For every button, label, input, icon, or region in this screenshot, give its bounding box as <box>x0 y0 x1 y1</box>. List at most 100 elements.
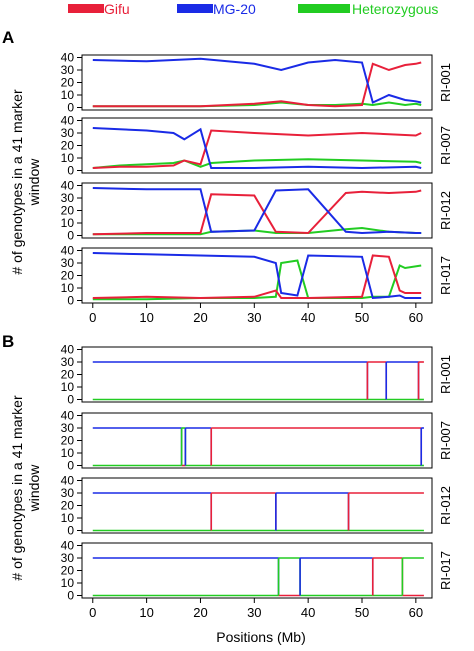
x-tick-label: 60 <box>409 310 423 325</box>
y-tick-label: 30 <box>61 126 75 140</box>
line-label: RI-017 <box>438 256 453 295</box>
y-tick-label: 0 <box>67 294 74 308</box>
series-line-gifu <box>92 254 422 300</box>
y-tick-label: 0 <box>67 101 74 115</box>
y-tick-label: 10 <box>61 576 75 590</box>
y-tick-label: 20 <box>61 499 75 513</box>
y-tick-label: 20 <box>61 564 75 578</box>
y-tick-label: 10 <box>61 446 75 460</box>
line-label: RI-017 <box>438 551 453 590</box>
y-tick-label: 20 <box>61 269 75 283</box>
x-tick-label: 60 <box>409 605 423 620</box>
series-line-mg-20 <box>92 127 422 170</box>
legend-swatch-heterozygous <box>298 4 350 13</box>
y-tick-label: 10 <box>61 151 75 165</box>
y-tick-label: 20 <box>61 204 75 218</box>
x-tick-label: 10 <box>139 310 153 325</box>
y-tick-label: 30 <box>61 421 75 435</box>
x-tick-label: 40 <box>301 605 315 620</box>
y-tick-label: 10 <box>61 380 75 394</box>
x-tick-label: 30 <box>247 310 261 325</box>
legend-label-gifu: Gifu <box>104 1 130 17</box>
y-tick-label: 40 <box>61 409 75 423</box>
y-tick-label: 40 <box>61 343 75 357</box>
y-tick-label: 0 <box>67 459 74 473</box>
line-label: RI-007 <box>438 421 453 460</box>
y-tick-label: 10 <box>61 281 75 295</box>
y-tick-label: 0 <box>67 524 74 538</box>
y-tick-label: 20 <box>61 76 75 90</box>
plot-frame <box>81 54 433 111</box>
y-tick-label: 0 <box>67 589 74 603</box>
x-tick-label: 20 <box>193 310 207 325</box>
line-label: RI-007 <box>438 126 453 165</box>
y-axis-label-a: # of genotypes in a 41 marker window <box>9 89 42 275</box>
plot-frame <box>81 412 433 469</box>
y-tick-label: 20 <box>61 368 75 382</box>
y-axis-label-b-line2: window <box>26 464 42 513</box>
series-line-gifu <box>92 61 422 108</box>
x-tick-label: 40 <box>301 310 315 325</box>
x-axis-label: Positions (Mb) <box>216 629 305 645</box>
series-line-mg-20 <box>92 57 422 104</box>
panel-letter-a: A <box>2 28 14 47</box>
line-label: RI-012 <box>438 191 453 230</box>
series-line-gifu <box>92 189 422 236</box>
y-tick-label: 40 <box>61 179 75 193</box>
x-tick-label: 50 <box>355 605 369 620</box>
line-label: RI-001 <box>438 63 453 102</box>
legend-label-mg20: MG-20 <box>213 1 256 17</box>
plot-frame <box>81 346 433 403</box>
y-tick-label: 0 <box>67 164 74 178</box>
y-tick-label: 40 <box>61 244 75 258</box>
series-line-mg-20 <box>92 252 422 300</box>
y-tick-label: 0 <box>67 393 74 407</box>
y-tick-label: 30 <box>61 486 75 500</box>
legend-swatch-gifu <box>68 4 104 13</box>
plot-frame <box>81 542 433 599</box>
y-axis-label-b-line1: # of genotypes in a 41 marker <box>9 395 25 581</box>
y-tick-label: 30 <box>61 63 75 77</box>
legend-swatch-mg20 <box>177 4 213 13</box>
legend-label-heterozygous: Heterozygous <box>352 1 438 17</box>
x-tick-label: 30 <box>247 605 261 620</box>
x-tick-label: 10 <box>139 605 153 620</box>
plot-area: 010203040RI-001010203040RI-007010203040R… <box>61 51 453 621</box>
series-line-mg-20 <box>92 187 422 235</box>
line-label: RI-001 <box>438 355 453 394</box>
plot-frame <box>81 247 433 304</box>
series-line-heterozygous <box>92 158 422 169</box>
series-line-gifu <box>92 129 422 169</box>
plot-frame <box>81 117 433 174</box>
y-axis-label-b: # of genotypes in a 41 marker window <box>9 395 42 581</box>
y-tick-label: 40 <box>61 114 75 128</box>
y-tick-label: 10 <box>61 88 75 102</box>
y-tick-label: 20 <box>61 139 75 153</box>
x-tick-label: 20 <box>193 605 207 620</box>
y-tick-label: 20 <box>61 434 75 448</box>
panel-letter-b: B <box>2 332 14 351</box>
plot-frame <box>81 182 433 239</box>
y-axis-label-a-line1: # of genotypes in a 41 marker <box>9 89 25 275</box>
y-tick-label: 10 <box>61 216 75 230</box>
y-tick-label: 40 <box>61 474 75 488</box>
y-tick-label: 10 <box>61 511 75 525</box>
y-tick-label: 30 <box>61 191 75 205</box>
y-tick-label: 30 <box>61 551 75 565</box>
legend: Gifu MG-20 Heterozygous <box>68 1 438 17</box>
y-tick-label: 0 <box>67 229 74 243</box>
x-tick-label: 0 <box>89 605 96 620</box>
plot-frame <box>81 477 433 534</box>
y-tick-label: 40 <box>61 51 75 65</box>
line-label: RI-012 <box>438 486 453 525</box>
x-tick-label: 0 <box>89 310 96 325</box>
